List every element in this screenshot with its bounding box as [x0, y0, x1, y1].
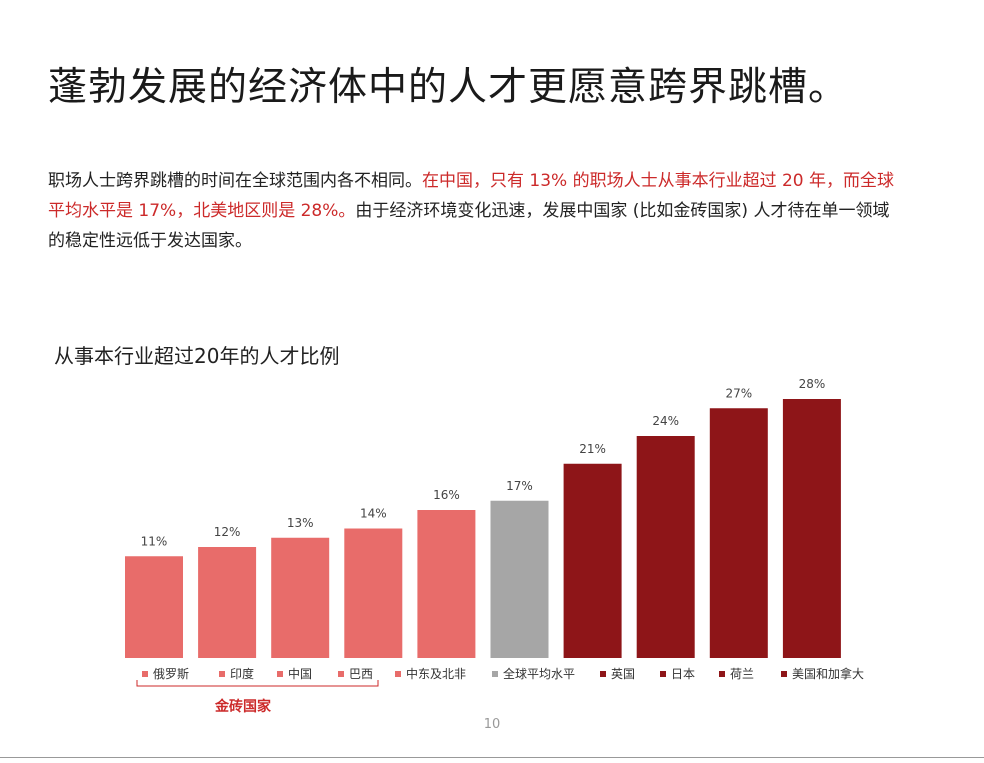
legend-swatch — [492, 671, 498, 677]
intro-text-1: 职场人士跨界跳槽的时间在全球范围内各不相同。 — [48, 171, 422, 191]
intro-text-2: 由于经济环境变化迅速，发展中国家 (比如金砖国家) 人才待在单一领域的稳定性远低… — [48, 201, 890, 251]
legend-label: 日本 — [671, 667, 695, 681]
chart-title: 从事本行业超过20年的人才比例 — [54, 344, 340, 368]
bar-value-label: 13% — [287, 516, 314, 530]
bar-chart: 11% 俄罗斯 12% 印度 13% 中国 14% 巴西 16% 中东及北非 17% 全球平均水平 21… — [125, 377, 864, 687]
legend-label: 美国和加拿大 — [792, 666, 864, 681]
bar — [271, 537, 330, 658]
bar — [125, 556, 183, 658]
bar — [563, 463, 622, 658]
bar-value-label: 11% — [141, 534, 168, 548]
legend-swatch — [781, 671, 787, 677]
legend-label: 全球平均水平 — [503, 666, 575, 681]
legend-swatch — [219, 671, 225, 677]
legend-label: 英国 — [611, 667, 635, 681]
legend-swatch — [277, 671, 283, 677]
bar — [417, 510, 476, 658]
intro-paragraph: 职场人士跨界跳槽的时间在全球范围内各不相同。在中国，只有 13% 的职场人士从事… — [48, 166, 898, 256]
legend-swatch — [660, 671, 666, 677]
bar — [490, 500, 549, 658]
legend-swatch — [600, 671, 606, 677]
brics-group-label: 金砖国家 — [215, 699, 271, 715]
bar — [198, 547, 257, 658]
legend-swatch — [142, 671, 148, 677]
bar — [636, 436, 695, 658]
bar-value-label: 12% — [214, 525, 241, 539]
legend-swatch — [338, 671, 344, 677]
bar-value-label: 14% — [360, 507, 387, 521]
legend-label: 巴西 — [349, 667, 373, 681]
legend-label: 荷兰 — [730, 667, 754, 681]
headline: 蓬勃发展的经济体中的人才更愿意跨界跳槽。 — [48, 65, 849, 110]
brics-bracket — [136, 680, 379, 687]
legend-label: 印度 — [230, 666, 254, 681]
bar-value-label: 28% — [799, 377, 826, 391]
legend-swatch — [719, 671, 725, 677]
legend-label: 中国 — [288, 666, 312, 681]
intro-highlight: 在中国，只有 13% 的职场人士从事本行业超过 20 年，而全球平均水平是 17… — [48, 171, 895, 221]
bar — [782, 399, 841, 658]
page-number: 10 — [483, 717, 501, 732]
legend-label: 中东及北非 — [406, 666, 466, 681]
bar-value-label: 27% — [725, 386, 752, 400]
bar-value-label: 24% — [652, 414, 679, 428]
legend-swatch — [395, 671, 401, 677]
bar-value-label: 16% — [433, 488, 460, 502]
footer-divider — [0, 757, 984, 758]
bar — [709, 408, 768, 658]
legend-label: 俄罗斯 — [153, 667, 189, 681]
bar — [344, 528, 403, 658]
bar-value-label: 17% — [506, 479, 533, 493]
bar-value-label: 21% — [579, 442, 606, 456]
